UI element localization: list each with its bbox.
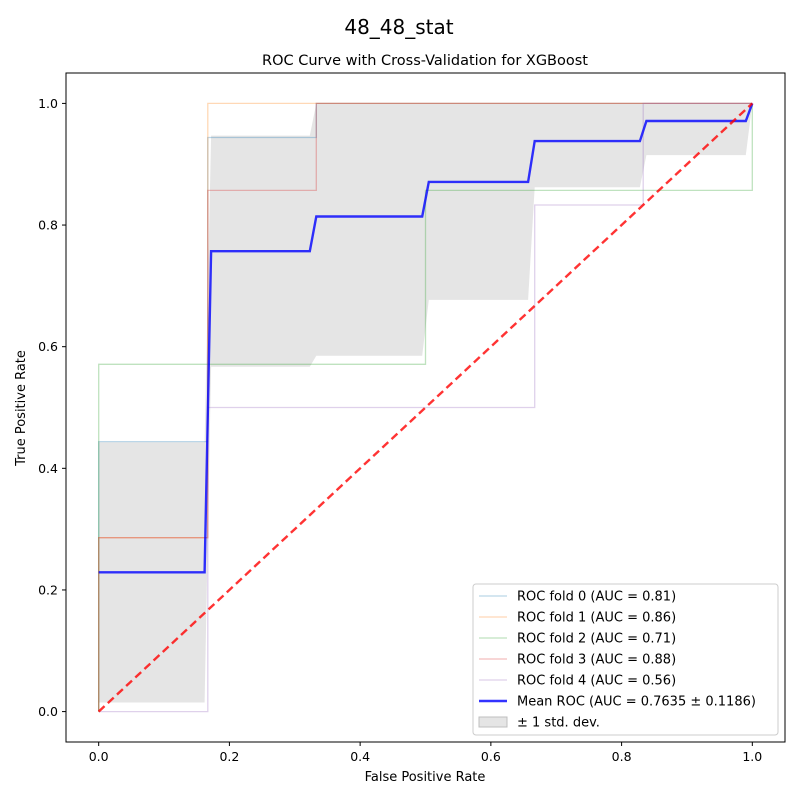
x-axis: 0.0 0.2 0.4 0.6 0.8 1.0 — [89, 742, 762, 764]
x-tick-label: 1.0 — [742, 749, 762, 764]
roc-fold-0-line — [98, 102, 753, 712]
plot-frame — [65, 72, 786, 743]
mean-roc-line — [98, 102, 754, 574]
roc-fold-2-line — [98, 103, 753, 712]
plot-area — [97, 102, 754, 713]
x-tick-label: 0.4 — [350, 749, 370, 764]
y-tick-label: 0.8 — [38, 218, 58, 233]
roc-fold-1-line — [98, 102, 753, 712]
std-dev-band — [98, 103, 753, 703]
x-tick-label: 0.6 — [481, 749, 501, 764]
roc-fold-3-line — [98, 102, 753, 712]
figure-suptitle: 48_48_stat — [344, 15, 453, 39]
chance-line — [97, 102, 754, 713]
legend-swatch — [478, 716, 508, 728]
y-tick-label: 0.6 — [38, 339, 58, 354]
x-tick-label: 0.8 — [612, 749, 632, 764]
x-axis-label: False Positive Rate — [365, 770, 486, 785]
y-axis: 0.0 0.2 0.4 0.6 0.8 1.0 — [38, 96, 66, 719]
legend-label: ± 1 std. dev. — [517, 716, 600, 731]
legend-label: ROC fold 4 (AUC = 0.56) — [517, 674, 676, 689]
legend: ROC fold 0 (AUC = 0.81) ROC fold 1 (AUC =… — [472, 583, 779, 736]
legend-box — [472, 583, 779, 736]
x-tick-label: 0.0 — [89, 749, 109, 764]
x-tick-label: 0.2 — [219, 749, 239, 764]
legend-label: ROC fold 0 (AUC = 0.81) — [517, 590, 676, 605]
y-tick-label: 0.4 — [38, 461, 58, 476]
legend-label: ROC fold 2 (AUC = 0.71) — [517, 632, 676, 647]
y-axis-label: True Positive Rate — [14, 350, 29, 467]
legend-label: ROC fold 1 (AUC = 0.86) — [517, 611, 676, 626]
legend-label: Mean ROC (AUC = 0.7635 ± 0.1186) — [517, 695, 756, 710]
y-tick-label: 1.0 — [38, 96, 58, 111]
y-tick-label: 0.2 — [38, 582, 58, 597]
chart-title: ROC Curve with Cross-Validation for XGBo… — [262, 53, 588, 69]
y-tick-label: 0.0 — [38, 704, 58, 719]
legend-label: ROC fold 3 (AUC = 0.88) — [517, 653, 676, 668]
